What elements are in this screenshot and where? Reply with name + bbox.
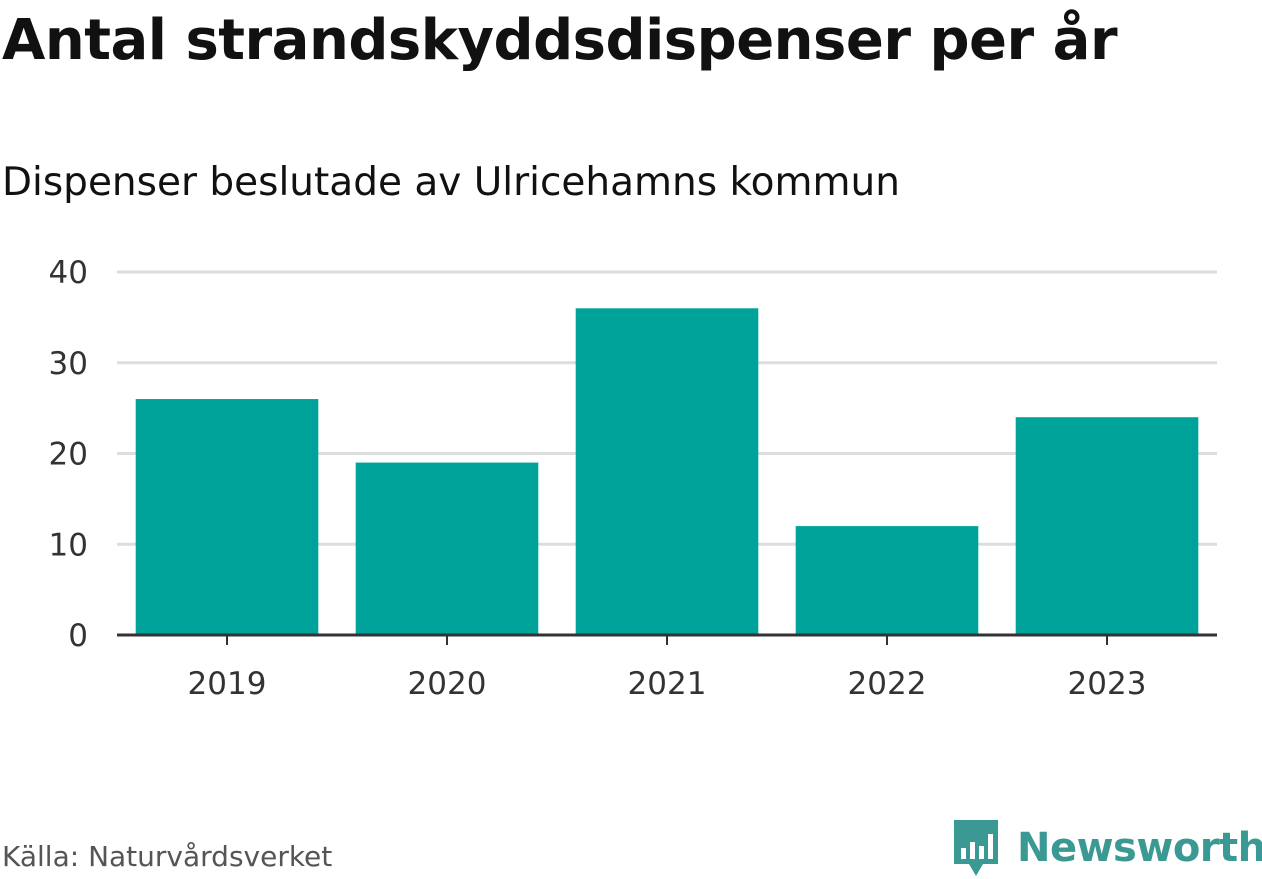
source-note: Källa: Naturvårdsverket: [2, 840, 333, 873]
bar-2023: [1015, 417, 1199, 635]
bar-2019: [135, 399, 319, 635]
chart-title: Antal strandskyddsdispenser per år: [2, 8, 1118, 73]
y-tick-label: 10: [49, 527, 88, 563]
bar-2022: [795, 526, 979, 635]
x-tick-label: 2023: [1068, 666, 1147, 702]
y-tick-label: 40: [49, 255, 88, 291]
y-tick-label: 20: [49, 437, 88, 473]
bar-2020: [355, 462, 539, 635]
y-tick-label: 30: [49, 346, 88, 382]
y-tick-label: 0: [68, 618, 88, 654]
x-tick-label: 2019: [188, 666, 267, 702]
brand-name: Newsworthy: [1017, 825, 1262, 871]
x-tick-label: 2020: [408, 666, 487, 702]
x-tick-label: 2021: [628, 666, 707, 702]
chart-subtitle: Dispenser beslutade av Ulricehamns kommu…: [2, 160, 900, 205]
x-tick-label: 2022: [848, 666, 927, 702]
bar-chart-icon: [954, 820, 998, 876]
brand-logo: Newsworthy: [951, 818, 1262, 878]
bar-2021: [575, 308, 759, 635]
